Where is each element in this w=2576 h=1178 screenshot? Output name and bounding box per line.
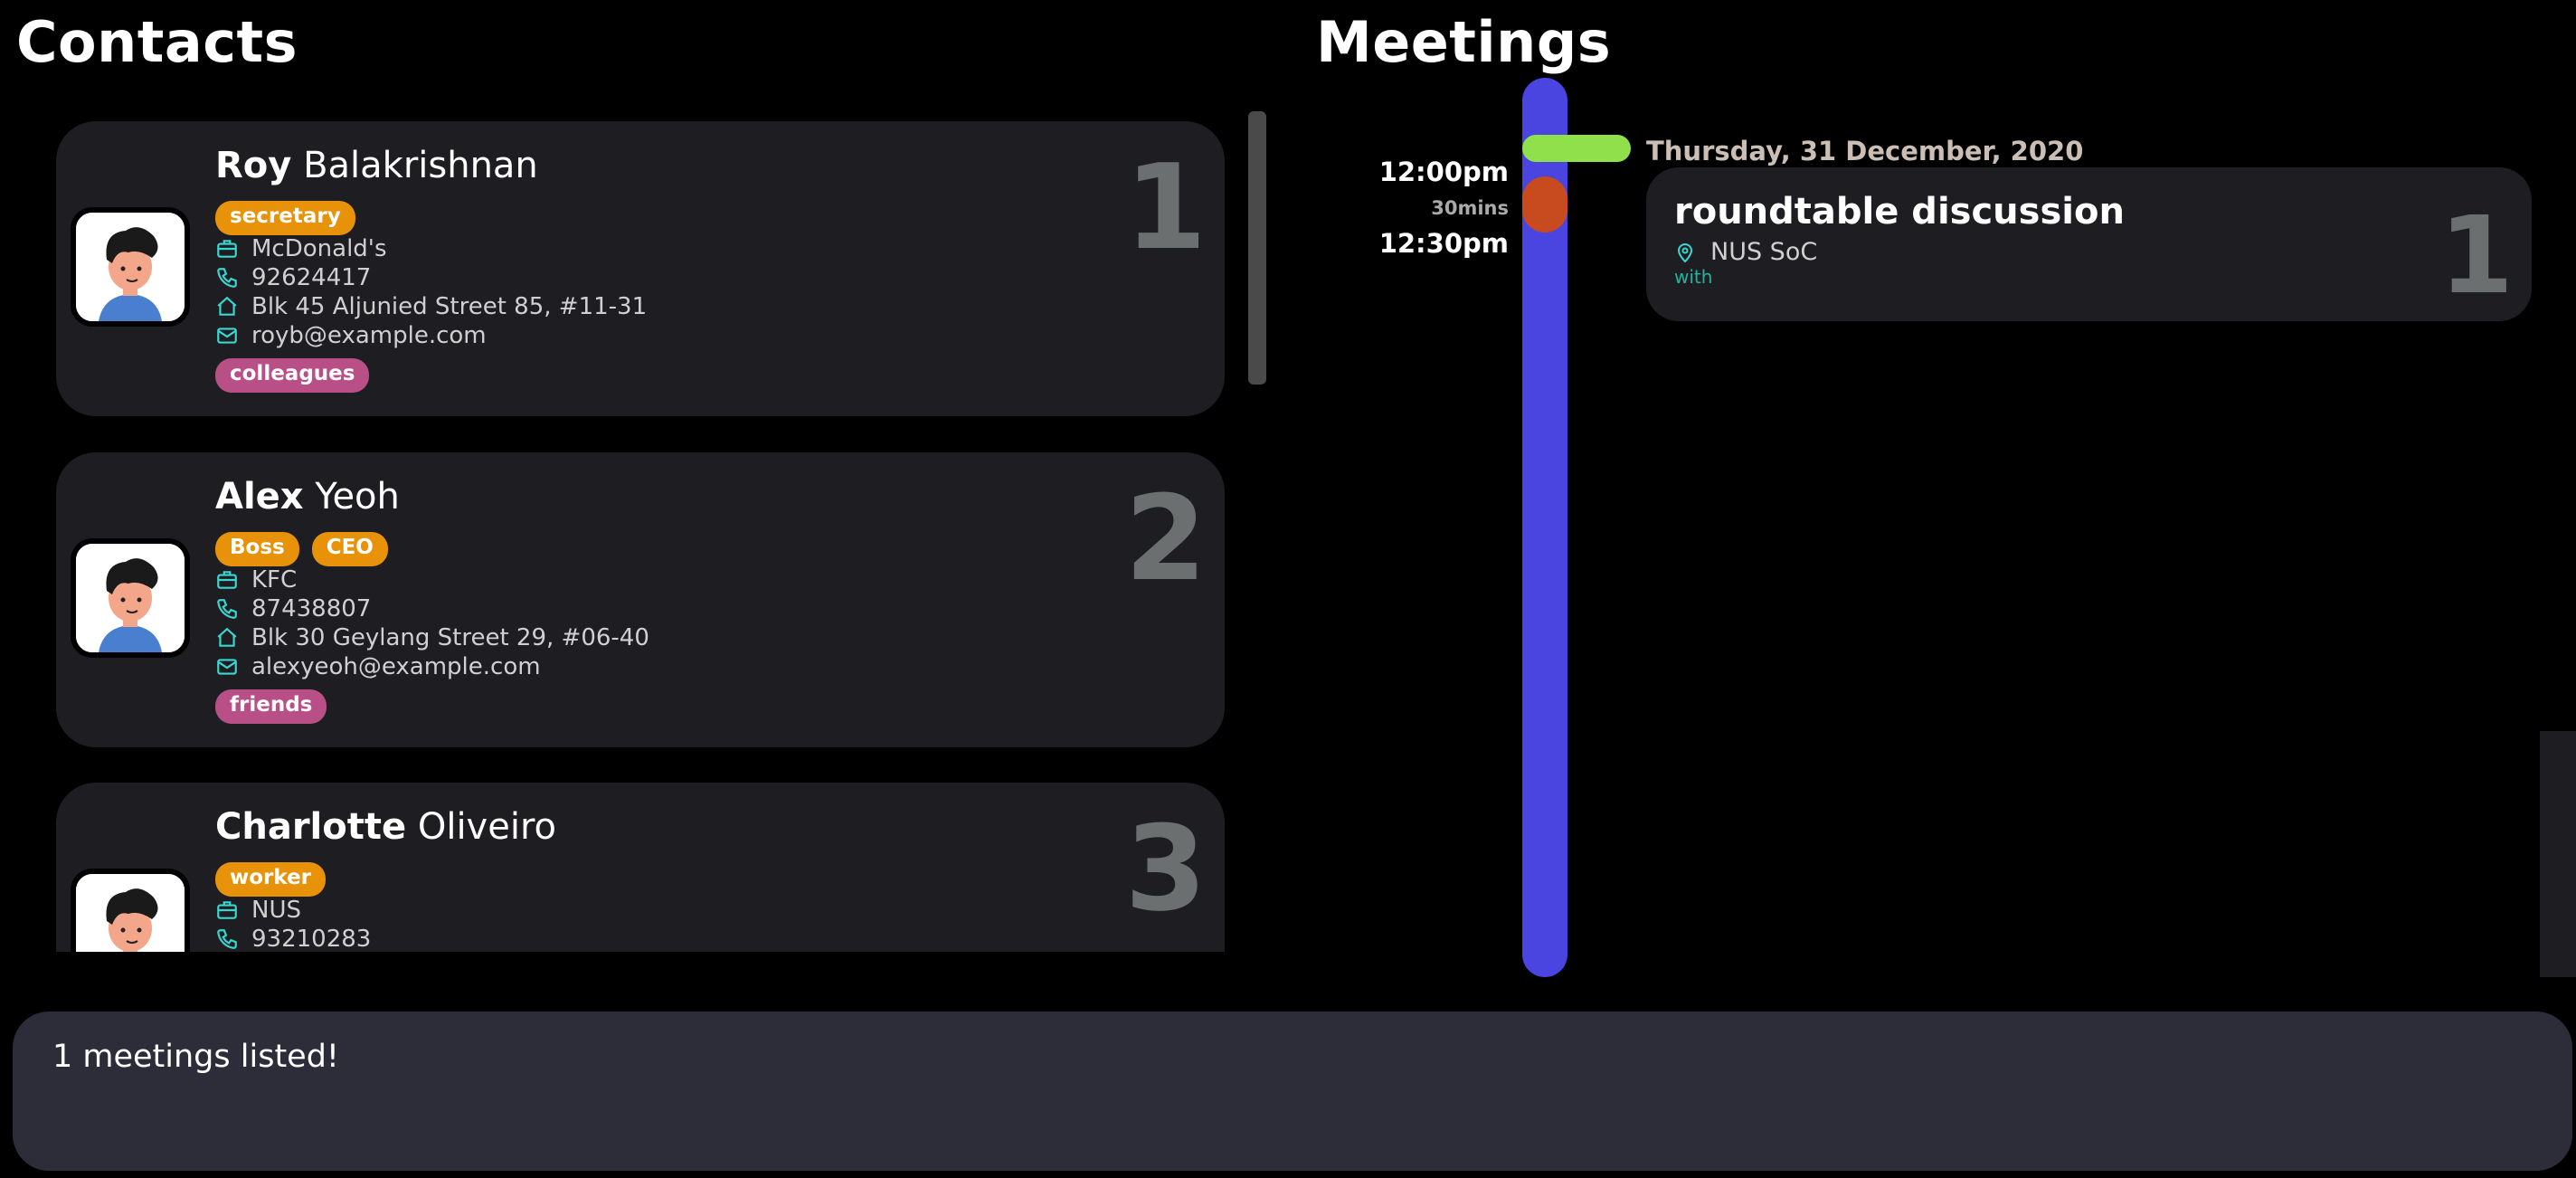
phone-icon bbox=[215, 597, 239, 621]
address-row: Blk 30 Geylang Street 29, #06-40 bbox=[215, 624, 649, 651]
contacts-list[interactable]: Roy Balakrishnan 1 secretary McDonald's … bbox=[56, 121, 1226, 952]
contact-email: alexyeoh@example.com bbox=[251, 653, 541, 680]
meeting-location: NUS SoC bbox=[1710, 238, 1818, 266]
contact-first-name: Charlotte bbox=[215, 806, 407, 848]
meeting-title: roundtable discussion bbox=[1674, 191, 2125, 233]
contact-index: 3 bbox=[1124, 800, 1207, 937]
avatar bbox=[71, 538, 190, 658]
location-pin-icon bbox=[1674, 242, 1696, 263]
contacts-scrollbar[interactable] bbox=[1248, 111, 1266, 385]
contacts-title: Contacts bbox=[16, 9, 298, 75]
home-icon bbox=[215, 295, 239, 318]
contact-last-name: Yeoh bbox=[315, 476, 400, 518]
contact-address: Blk 45 Aljunied Street 85, #11-31 bbox=[251, 293, 648, 320]
phone-icon bbox=[215, 927, 239, 951]
result-display: 1 meetings listed! bbox=[13, 1012, 2572, 1171]
contact-company: NUS bbox=[251, 897, 301, 924]
avatar bbox=[71, 207, 190, 327]
company-row: McDonald's bbox=[215, 235, 387, 262]
contact-index: 1 bbox=[1124, 138, 1207, 276]
phone-row: 92624417 bbox=[215, 264, 371, 291]
timeline-date-marker bbox=[1522, 135, 1631, 162]
contact-phone: 87438807 bbox=[251, 595, 372, 622]
group-tags: colleagues bbox=[215, 358, 370, 393]
contact-card[interactable]: Alex Yeoh 2 Boss CEO KFC 87438807 Blk 30 … bbox=[56, 452, 1225, 747]
result-message: 1 meetings listed! bbox=[52, 1039, 339, 1075]
company-row: NUS bbox=[215, 897, 301, 924]
meeting-time-marker bbox=[1522, 176, 1567, 233]
meetings-scrollbar[interactable] bbox=[2540, 731, 2576, 977]
home-icon bbox=[215, 626, 239, 650]
avatar bbox=[71, 869, 190, 952]
role-tag: secretary bbox=[215, 201, 355, 235]
contact-last-name: Balakrishnan bbox=[303, 145, 538, 186]
meeting-index: 1 bbox=[2439, 193, 2514, 318]
address-row: Blk 45 Aljunied Street 85, #11-31 bbox=[215, 293, 647, 320]
group-tags: friends bbox=[215, 689, 327, 724]
role-tags: secretary bbox=[215, 201, 355, 235]
contact-company: McDonald's bbox=[251, 235, 387, 262]
meeting-with-label: with bbox=[1674, 266, 1713, 288]
email-row: royb@example.com bbox=[215, 322, 487, 349]
contact-address: Blk 30 Geylang Street 29, #06-40 bbox=[251, 624, 649, 651]
meeting-date-header: Thursday, 31 December, 2020 bbox=[1646, 136, 2084, 166]
meeting-location-row: NUS SoC bbox=[1674, 238, 1817, 266]
contact-index: 2 bbox=[1124, 470, 1207, 607]
role-tags: Boss CEO bbox=[215, 532, 388, 566]
meetings-title: Meetings bbox=[1316, 9, 1612, 75]
meeting-start-time: 12:00pm bbox=[1378, 157, 1509, 187]
contact-last-name: Oliveiro bbox=[417, 806, 556, 848]
contact-card[interactable]: Roy Balakrishnan 1 secretary McDonald's … bbox=[56, 121, 1225, 416]
contact-email: royb@example.com bbox=[251, 322, 487, 349]
meeting-end-time: 12:30pm bbox=[1378, 228, 1509, 259]
group-tag: colleagues bbox=[215, 358, 370, 393]
contact-phone: 93210283 bbox=[251, 926, 372, 952]
phone-row: 93210283 bbox=[215, 926, 371, 952]
meeting-card[interactable]: roundtable discussion NUS SoC with 1 bbox=[1646, 167, 2532, 321]
briefcase-icon bbox=[215, 898, 239, 922]
role-tag: Boss bbox=[215, 532, 299, 566]
contact-company: KFC bbox=[251, 566, 298, 594]
group-tag: friends bbox=[215, 689, 327, 724]
mail-icon bbox=[215, 324, 239, 347]
meeting-duration: 30mins bbox=[1431, 197, 1509, 219]
role-tags: worker bbox=[215, 862, 327, 897]
contact-name: Roy Balakrishnan bbox=[215, 145, 538, 186]
contact-first-name: Roy bbox=[215, 145, 292, 186]
contact-name: Charlotte Oliveiro bbox=[215, 806, 556, 848]
contact-name: Alex Yeoh bbox=[215, 476, 400, 518]
contact-card[interactable]: Charlotte Oliveiro 3 worker NUS 93210283 bbox=[56, 783, 1225, 952]
email-row: alexyeoh@example.com bbox=[215, 653, 541, 680]
company-row: KFC bbox=[215, 566, 297, 594]
role-tag: worker bbox=[215, 862, 327, 897]
contact-phone: 92624417 bbox=[251, 264, 372, 291]
contact-first-name: Alex bbox=[215, 476, 304, 518]
phone-row: 87438807 bbox=[215, 595, 371, 622]
mail-icon bbox=[215, 655, 239, 679]
briefcase-icon bbox=[215, 237, 239, 261]
briefcase-icon bbox=[215, 568, 239, 592]
role-tag: CEO bbox=[311, 532, 388, 566]
phone-icon bbox=[215, 266, 239, 290]
